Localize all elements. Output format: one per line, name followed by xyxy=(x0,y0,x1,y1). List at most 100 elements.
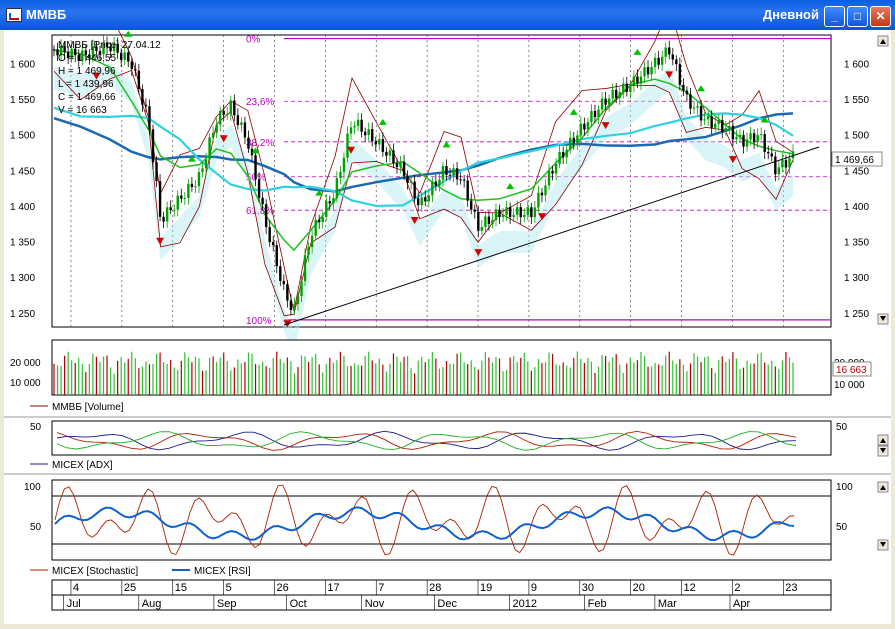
price-tick-left: 1 600 xyxy=(10,59,35,70)
close-button[interactable]: ✕ xyxy=(870,6,891,27)
price-plot-area[interactable] xyxy=(51,34,832,328)
candle-body xyxy=(696,106,699,108)
sell-marker xyxy=(156,237,165,245)
candle-body xyxy=(706,116,710,120)
candle-body xyxy=(144,104,148,107)
sell-marker xyxy=(474,249,483,257)
volume-plot-area[interactable] xyxy=(51,339,832,396)
candle-body xyxy=(222,110,225,115)
candle-body xyxy=(211,132,215,138)
candle-body xyxy=(512,214,515,218)
title-bar[interactable]: ММВБ Дневной _ □ ✕ xyxy=(0,0,895,30)
candle-body xyxy=(742,134,745,147)
candle-body xyxy=(180,195,183,199)
rsi-legend: MICEX [RSI] xyxy=(194,566,251,577)
buy-marker xyxy=(251,147,260,154)
maximize-button[interactable]: □ xyxy=(847,6,868,27)
candle-body xyxy=(141,88,144,105)
candle-body xyxy=(127,52,130,62)
candle-body xyxy=(226,113,229,115)
candle-body xyxy=(66,52,70,59)
candle-body xyxy=(123,52,126,60)
candle-body xyxy=(671,54,674,60)
candle-body xyxy=(441,166,445,180)
ohlcv-line: O = 1 446,55 xyxy=(58,53,117,64)
volume-tick-20000: 20 000 xyxy=(10,358,41,369)
candle-body xyxy=(728,125,731,129)
candle-body xyxy=(363,131,367,136)
candle-body xyxy=(717,120,720,124)
minimize-button[interactable]: _ xyxy=(824,6,845,27)
candle-body xyxy=(204,159,208,169)
price-tick-left: 1 400 xyxy=(10,202,35,213)
candle-body xyxy=(636,76,639,84)
candle-body xyxy=(176,195,179,210)
candle-body xyxy=(516,207,519,215)
day-label: 9 xyxy=(531,582,537,594)
candle-body xyxy=(325,201,328,217)
candle-body xyxy=(724,128,728,132)
month-label: 2012 xyxy=(513,598,537,610)
price-tick-left: 1 550 xyxy=(10,95,35,106)
candle-body xyxy=(491,219,494,224)
candle-body xyxy=(63,45,66,53)
adx-line xyxy=(56,430,797,451)
buy-marker xyxy=(378,118,387,125)
candle-body xyxy=(250,148,254,156)
candle-body xyxy=(565,149,568,158)
candle-body xyxy=(332,198,335,204)
candle-body xyxy=(643,67,646,77)
month-label: Aug xyxy=(142,598,162,610)
candle-body xyxy=(590,111,593,123)
candle-body xyxy=(98,50,102,55)
osc-scrollbar[interactable] xyxy=(877,481,889,551)
candle-body xyxy=(409,181,413,183)
adx-scrollbar[interactable] xyxy=(877,434,889,457)
candle-body xyxy=(317,219,321,223)
adx-plot-area[interactable] xyxy=(51,420,832,456)
candle-body xyxy=(158,181,162,217)
candle-body xyxy=(781,160,784,168)
candle-body xyxy=(346,133,349,158)
trend-line[interactable] xyxy=(283,146,820,326)
candle-body xyxy=(388,150,392,156)
chart-app-icon[interactable] xyxy=(6,8,22,22)
candle-body xyxy=(434,181,438,186)
buy-marker xyxy=(569,108,578,115)
candle-body xyxy=(657,57,660,65)
candle-body xyxy=(731,125,735,140)
candle-body xyxy=(84,50,88,55)
signal-markers xyxy=(60,22,769,328)
osc-right-tick-100: 100 xyxy=(836,482,853,493)
day-label: 17 xyxy=(327,582,339,594)
stochastic-line xyxy=(54,484,795,556)
stoch-legend: MICEX [Stochastic] xyxy=(52,566,138,577)
oscillator-plot-area[interactable] xyxy=(51,479,832,561)
buy-marker xyxy=(124,30,133,37)
candle-body xyxy=(349,127,353,134)
timeframe-label: Дневной xyxy=(762,7,819,22)
candle-body xyxy=(505,207,508,216)
candle-body xyxy=(169,207,172,211)
bollinger-lower xyxy=(53,69,794,317)
day-label: 5 xyxy=(226,582,232,594)
candle-body xyxy=(714,123,717,128)
candle-body xyxy=(533,207,537,218)
candle-body xyxy=(112,43,116,52)
candle-body xyxy=(494,209,498,220)
candle-body xyxy=(109,47,112,52)
candle-body xyxy=(427,195,431,202)
candle-body xyxy=(392,150,395,164)
candle-body xyxy=(420,197,423,206)
day-label: 15 xyxy=(175,582,187,594)
candle-body xyxy=(788,158,791,168)
fib-label: 38,2% xyxy=(246,138,274,149)
price-scrollbar[interactable] xyxy=(877,35,889,325)
price-tick-right: 1 550 xyxy=(844,95,869,106)
candle-body xyxy=(289,300,293,310)
buy-marker xyxy=(760,116,769,123)
month-label: Dec xyxy=(437,598,457,610)
candle-body xyxy=(339,171,342,179)
candle-body xyxy=(399,161,402,167)
